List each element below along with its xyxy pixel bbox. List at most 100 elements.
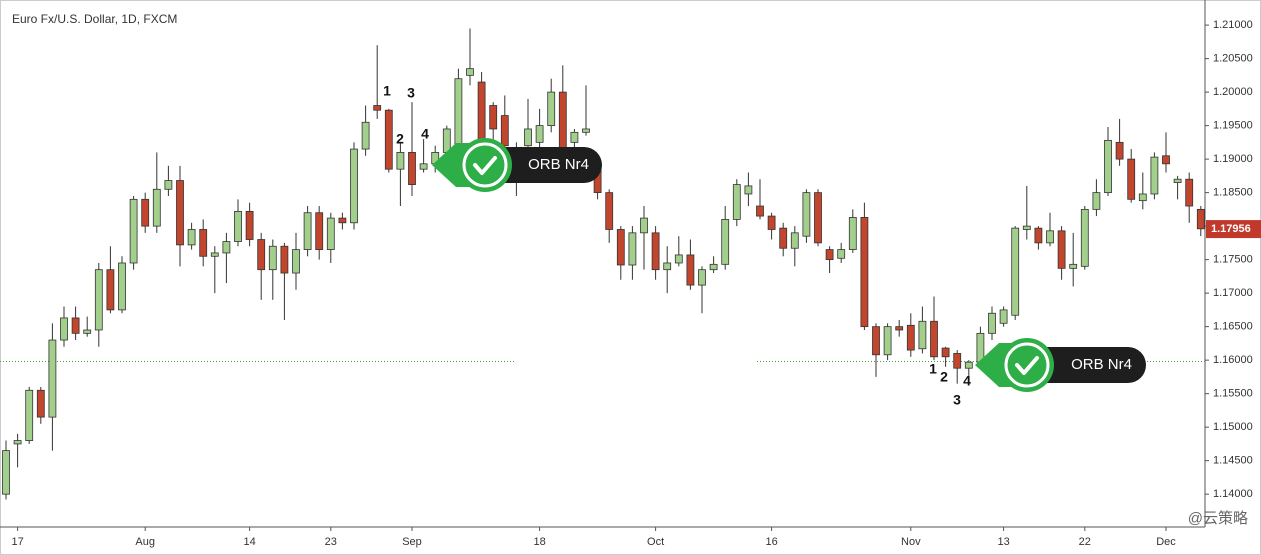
count-label: 1 [383, 83, 391, 99]
candle-body [176, 180, 184, 246]
candle-body [837, 249, 846, 259]
candle-body [1069, 263, 1078, 269]
candle-body [164, 180, 173, 190]
candle-body [582, 128, 590, 133]
candle-body [686, 254, 695, 286]
x-tick-label: Aug [135, 536, 155, 548]
candle-body [988, 312, 996, 334]
candle-body [152, 188, 161, 227]
y-tick-label: 1.18500 [1213, 187, 1253, 199]
candle-body [744, 185, 753, 195]
candle-body [825, 249, 834, 261]
candle-body [1022, 225, 1031, 230]
candle-body [303, 212, 312, 250]
candle-body [524, 128, 532, 147]
candle-body [872, 326, 880, 356]
candle-body [558, 91, 567, 157]
y-tick-label: 1.17500 [1213, 254, 1253, 266]
count-label: 3 [953, 392, 961, 408]
candle-body [199, 229, 208, 257]
candle-body [663, 262, 672, 271]
candle-body [60, 317, 68, 341]
count-label: 4 [963, 373, 971, 389]
candle-body [709, 263, 718, 271]
candle-body [477, 81, 486, 140]
count-label: 2 [940, 369, 948, 385]
candle-body [999, 309, 1008, 324]
x-tick-label: 22 [1079, 536, 1091, 548]
candle-body [616, 229, 625, 266]
candle-body [779, 227, 788, 249]
count-label: 1 [929, 361, 937, 377]
y-tick-label: 1.19500 [1213, 120, 1253, 132]
check-icon [1015, 356, 1039, 375]
candle-body [466, 68, 474, 76]
candle-body [547, 91, 556, 127]
y-tick-label: 1.16000 [1213, 354, 1253, 366]
candle-body [1011, 227, 1020, 316]
candle-body [48, 339, 57, 418]
candle-body [941, 347, 950, 358]
x-tick-label: 17 [11, 536, 23, 548]
candle-body [268, 245, 277, 271]
candle-body [2, 450, 10, 495]
x-tick-label: 23 [325, 536, 337, 548]
candle-body [918, 320, 927, 350]
candle-body [1104, 139, 1112, 194]
price-label: 1.17956 [1211, 223, 1251, 235]
x-tick-label: 18 [533, 536, 545, 548]
x-tick-label: Oct [647, 536, 664, 548]
x-tick-label: 16 [765, 536, 777, 548]
candle-body [674, 254, 683, 264]
candle-body [721, 219, 730, 265]
count-label: 2 [396, 131, 404, 147]
candle-body [848, 217, 857, 250]
candle-body [25, 389, 34, 441]
candle-body [222, 241, 231, 254]
badge-pill [485, 147, 602, 183]
candle-body [953, 353, 962, 369]
candle-body [141, 198, 150, 227]
candle-body [13, 440, 22, 445]
candle-body [408, 152, 416, 185]
candle-body [500, 115, 509, 147]
candle-body [129, 198, 138, 264]
candle-body [315, 212, 324, 250]
candle-body [257, 239, 266, 271]
candle-body [767, 215, 776, 230]
candle-body [628, 232, 637, 266]
candle-body [698, 269, 706, 286]
candle-body [419, 163, 428, 170]
candle-body [234, 210, 242, 242]
candle-body [790, 232, 799, 249]
candle-body [1127, 158, 1136, 200]
candle-body [732, 184, 741, 220]
y-tick-label: 1.14000 [1213, 488, 1253, 500]
candle-body [210, 252, 219, 257]
candle-body [1057, 230, 1066, 269]
candle-body [1150, 156, 1159, 195]
candle-body [1115, 141, 1124, 160]
candle-body [326, 217, 335, 250]
x-tick-label: Dec [1156, 536, 1176, 548]
candle-body [906, 324, 915, 351]
candle-body [860, 217, 869, 328]
x-tick-label: 14 [243, 536, 255, 548]
chart-title: Euro Fx/U.S. Dollar, 1D, FXCM [12, 12, 177, 26]
candle-body [1173, 178, 1182, 183]
x-tick-label: 13 [997, 536, 1009, 548]
candle-body [71, 317, 80, 334]
candle-body [454, 78, 463, 150]
y-tick-label: 1.19000 [1213, 153, 1253, 165]
count-label: 3 [407, 85, 415, 101]
candle-body [442, 128, 451, 153]
candle-body [895, 326, 904, 331]
y-tick-label: 1.21000 [1213, 19, 1253, 31]
candle-body [605, 192, 614, 230]
candle-body [489, 105, 498, 130]
candle-body [1092, 192, 1101, 210]
candle-body [883, 326, 892, 356]
y-tick-label: 1.15500 [1213, 388, 1253, 400]
candle-body [802, 192, 811, 237]
